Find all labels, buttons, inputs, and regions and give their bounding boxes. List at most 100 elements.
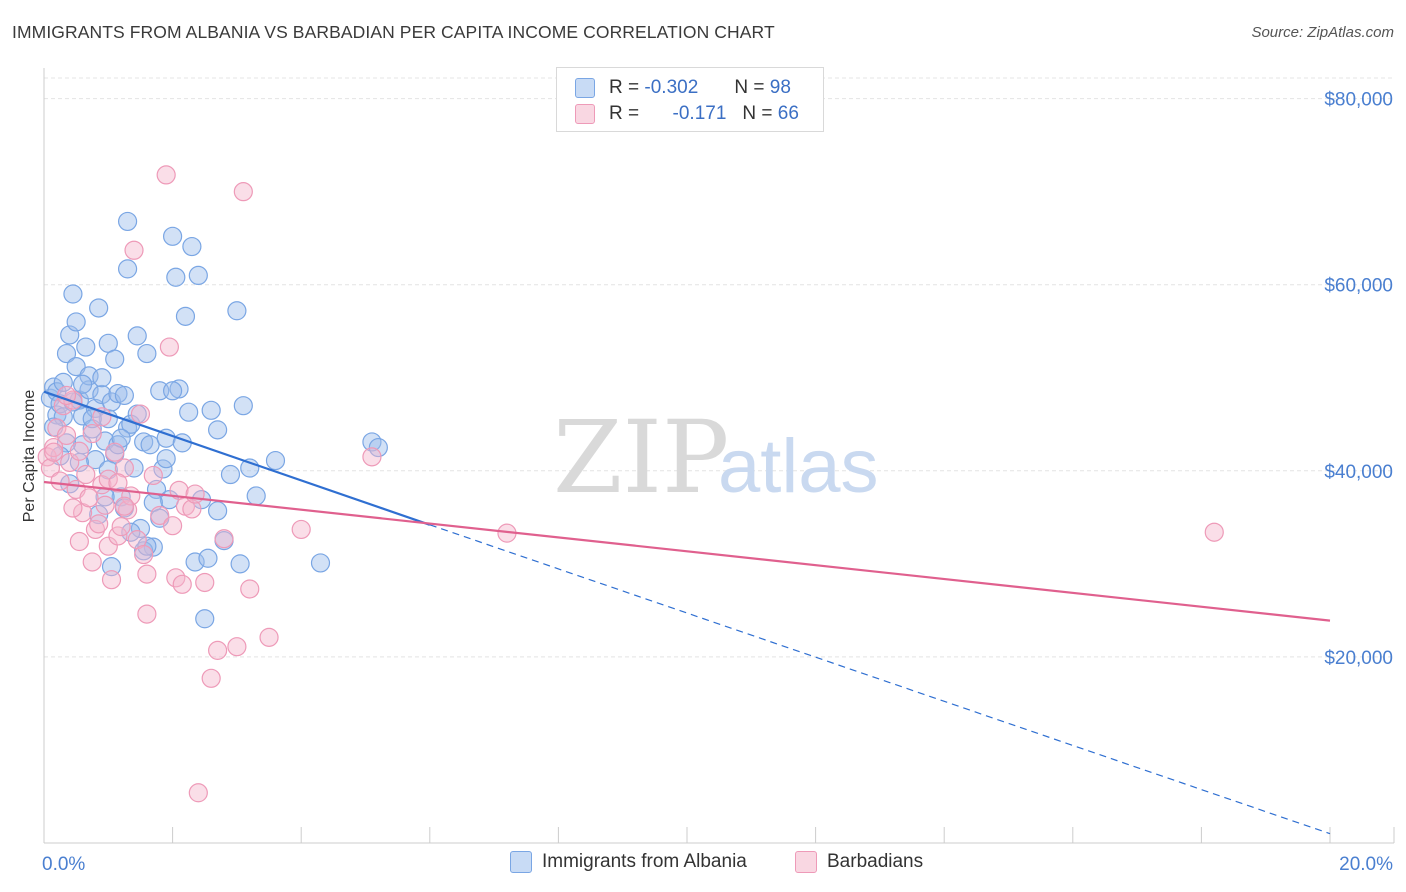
axes — [43, 68, 1395, 844]
legend-r-label: R = — [609, 103, 640, 124]
albania-point — [175, 306, 196, 326]
albania-point — [76, 337, 96, 357]
albania-point — [179, 402, 199, 422]
barbadian-point — [134, 544, 154, 565]
barbadian-point — [50, 471, 70, 491]
albania-point — [166, 267, 186, 287]
albania-point — [233, 396, 253, 416]
barbadian-point — [56, 425, 77, 446]
barbadian-point — [111, 517, 131, 537]
legend-r-value: -0.302 — [644, 77, 699, 98]
barbadian-point — [143, 465, 163, 486]
chart-title: IMMIGRANTS FROM ALBANIA VS BARBADIAN PER… — [12, 22, 775, 42]
barbadian-trend-line — [43, 480, 1331, 622]
albania-point — [310, 553, 331, 573]
barbadian-point — [362, 447, 382, 467]
legend-n-value: 66 — [777, 103, 799, 124]
legend-row-albania: R = -0.302 N = 98 — [575, 75, 791, 101]
albania-point — [188, 265, 208, 286]
barbadian-point — [82, 552, 102, 572]
legend-swatch-albania — [575, 78, 595, 98]
y-tick-label: $80,000 — [1324, 90, 1393, 111]
albania-point — [185, 552, 205, 572]
barbadian-point — [159, 337, 179, 357]
albania-point — [130, 518, 151, 539]
series-barbadians-points — [37, 165, 1224, 803]
bottom-legend-barbadians: Barbadians — [795, 851, 923, 873]
barbadian-point — [227, 637, 247, 657]
barbadian-point — [44, 437, 64, 458]
barbadian-point — [98, 536, 118, 556]
barbadian-point — [124, 240, 144, 260]
albania-trend-line — [43, 390, 431, 526]
bottom-legend-label-barbadians: Barbadians — [827, 851, 924, 872]
albania-point — [108, 383, 128, 404]
albania-point — [230, 554, 250, 574]
barbadian-point — [40, 458, 61, 478]
albania-point — [127, 326, 147, 346]
barbadian-point — [63, 498, 83, 518]
legend-swatch-barbadians — [575, 104, 595, 124]
x-tick-labels: 0.0% 20.0% — [42, 854, 1393, 875]
legend-r-label: R = — [609, 77, 640, 98]
legend-r-value: -0.171 — [672, 103, 727, 124]
barbadian-point — [172, 574, 192, 594]
albania-point — [143, 537, 163, 557]
barbadian-point — [85, 519, 106, 540]
y-tick-labels: $20,000 $40,000 $60,000 $80,000 — [1324, 90, 1393, 669]
watermark-zip: ZIP — [553, 399, 729, 516]
barbadian-point — [69, 531, 89, 552]
albania-point — [82, 409, 102, 429]
albania-point — [156, 449, 176, 469]
albania-point — [201, 400, 221, 420]
legend-n-label: N = — [742, 103, 773, 124]
y-tick-label: $20,000 — [1324, 648, 1393, 669]
barbadian-point — [240, 579, 260, 599]
albania-point — [121, 522, 141, 542]
albania-point — [63, 284, 83, 304]
barbadian-point — [69, 441, 89, 461]
albania-point — [208, 501, 228, 521]
barbadian-point — [130, 404, 151, 424]
albania-point — [140, 435, 160, 455]
albania-point — [163, 381, 183, 401]
bottom-legend-label-albania: Immigrants from Albania — [542, 851, 747, 872]
albania-point — [92, 384, 112, 405]
barbadian-point — [201, 668, 221, 688]
legend-n-label: N = — [734, 77, 765, 98]
albania-point — [56, 343, 77, 364]
albania-point — [47, 382, 67, 402]
barbadian-point — [195, 572, 215, 593]
albania-point — [182, 236, 202, 257]
bottom-legend-swatch-barbadians — [795, 851, 817, 873]
albania-point — [227, 301, 247, 321]
albania-point — [124, 458, 144, 478]
barbadian-point — [137, 604, 157, 624]
albania-point — [114, 385, 134, 406]
barbadian-point — [208, 640, 228, 660]
barbadian-point — [259, 627, 279, 647]
trend-lines — [43, 390, 1331, 835]
albania-point — [66, 356, 86, 377]
series-albania-points — [40, 211, 388, 629]
barbadian-point — [185, 484, 205, 504]
albania-point — [72, 374, 93, 394]
albania-point — [117, 418, 138, 438]
x-tick-label-min: 0.0% — [42, 854, 85, 875]
barbadian-point — [233, 182, 253, 202]
legend-row-barbadians: R = -0.171 N = 66 — [575, 101, 799, 127]
barbadian-point — [156, 165, 176, 185]
watermark-atlas: atlas — [718, 424, 879, 509]
albania-point — [89, 298, 109, 318]
albania-point — [117, 211, 138, 232]
barbadian-point — [150, 505, 170, 526]
correlation-legend: R = -0.302 N = 98 R = -0.171 N = 66 — [556, 67, 824, 132]
barbadian-point — [291, 519, 311, 540]
albania-point — [98, 409, 118, 429]
barbadian-point — [76, 464, 96, 485]
albania-point — [66, 312, 86, 332]
chart-source: Source: ZipAtlas.com — [1251, 24, 1394, 41]
albania-point — [195, 609, 215, 629]
albania-point — [47, 405, 67, 425]
